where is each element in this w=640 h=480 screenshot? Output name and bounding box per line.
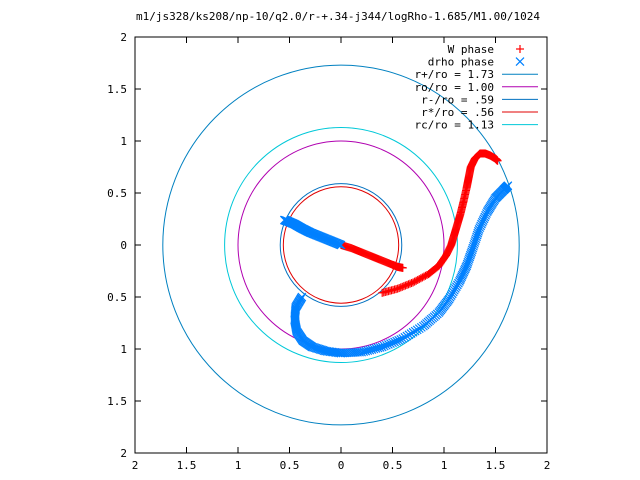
x-tick-label: 1.5 <box>177 459 197 472</box>
circle-curve <box>162 64 520 426</box>
w-phase-point <box>516 45 524 53</box>
drho-phase-point <box>279 215 289 225</box>
legend-label: r*/ro = .56 <box>421 106 494 119</box>
x-tick-label: 1 <box>441 459 448 472</box>
x-tick-label: 2 <box>544 459 551 472</box>
circle-curve <box>282 186 400 304</box>
x-tick-label: 2 <box>132 459 139 472</box>
y-tick-label: 0.5 <box>107 187 127 200</box>
w-phase-point <box>398 263 407 272</box>
y-tick-label: 1.5 <box>107 395 127 408</box>
x-tick-label: 0 <box>338 459 345 472</box>
chart-title: m1/js328/ks208/np-10/q2.0/r-+.34-j344/lo… <box>136 10 540 23</box>
legend-label: drho phase <box>428 56 494 69</box>
legend-label: r+/ro = 1.73 <box>415 68 494 81</box>
x-tick-label: 0.5 <box>280 459 300 472</box>
circle-curve <box>224 126 458 364</box>
drho-phase-point <box>503 181 513 191</box>
w-phase-point <box>493 156 502 165</box>
y-tick-label: 2 <box>120 31 127 44</box>
legend-label: W phase <box>448 43 494 56</box>
drho-phase-point <box>396 335 406 344</box>
y-tick-label: 0 <box>120 239 127 252</box>
legend-label: ro/ro = 1.00 <box>415 81 494 94</box>
legend-label: r-/ro = .59 <box>421 93 494 106</box>
x-tick-label: 1 <box>235 459 242 472</box>
y-tick-label: 1 <box>120 135 127 148</box>
y-tick-label: 2 <box>120 447 127 460</box>
y-tick-label: 1.5 <box>107 83 127 96</box>
legend-label: rc/ro = 1.13 <box>415 119 494 132</box>
x-tick-label: 0.5 <box>383 459 403 472</box>
drho-phase-point <box>515 57 525 67</box>
x-tick-label: 1.5 <box>486 459 506 472</box>
circle-curve <box>279 183 403 307</box>
y-tick-label: 1 <box>120 343 127 356</box>
y-tick-label: 0.5 <box>107 291 127 304</box>
